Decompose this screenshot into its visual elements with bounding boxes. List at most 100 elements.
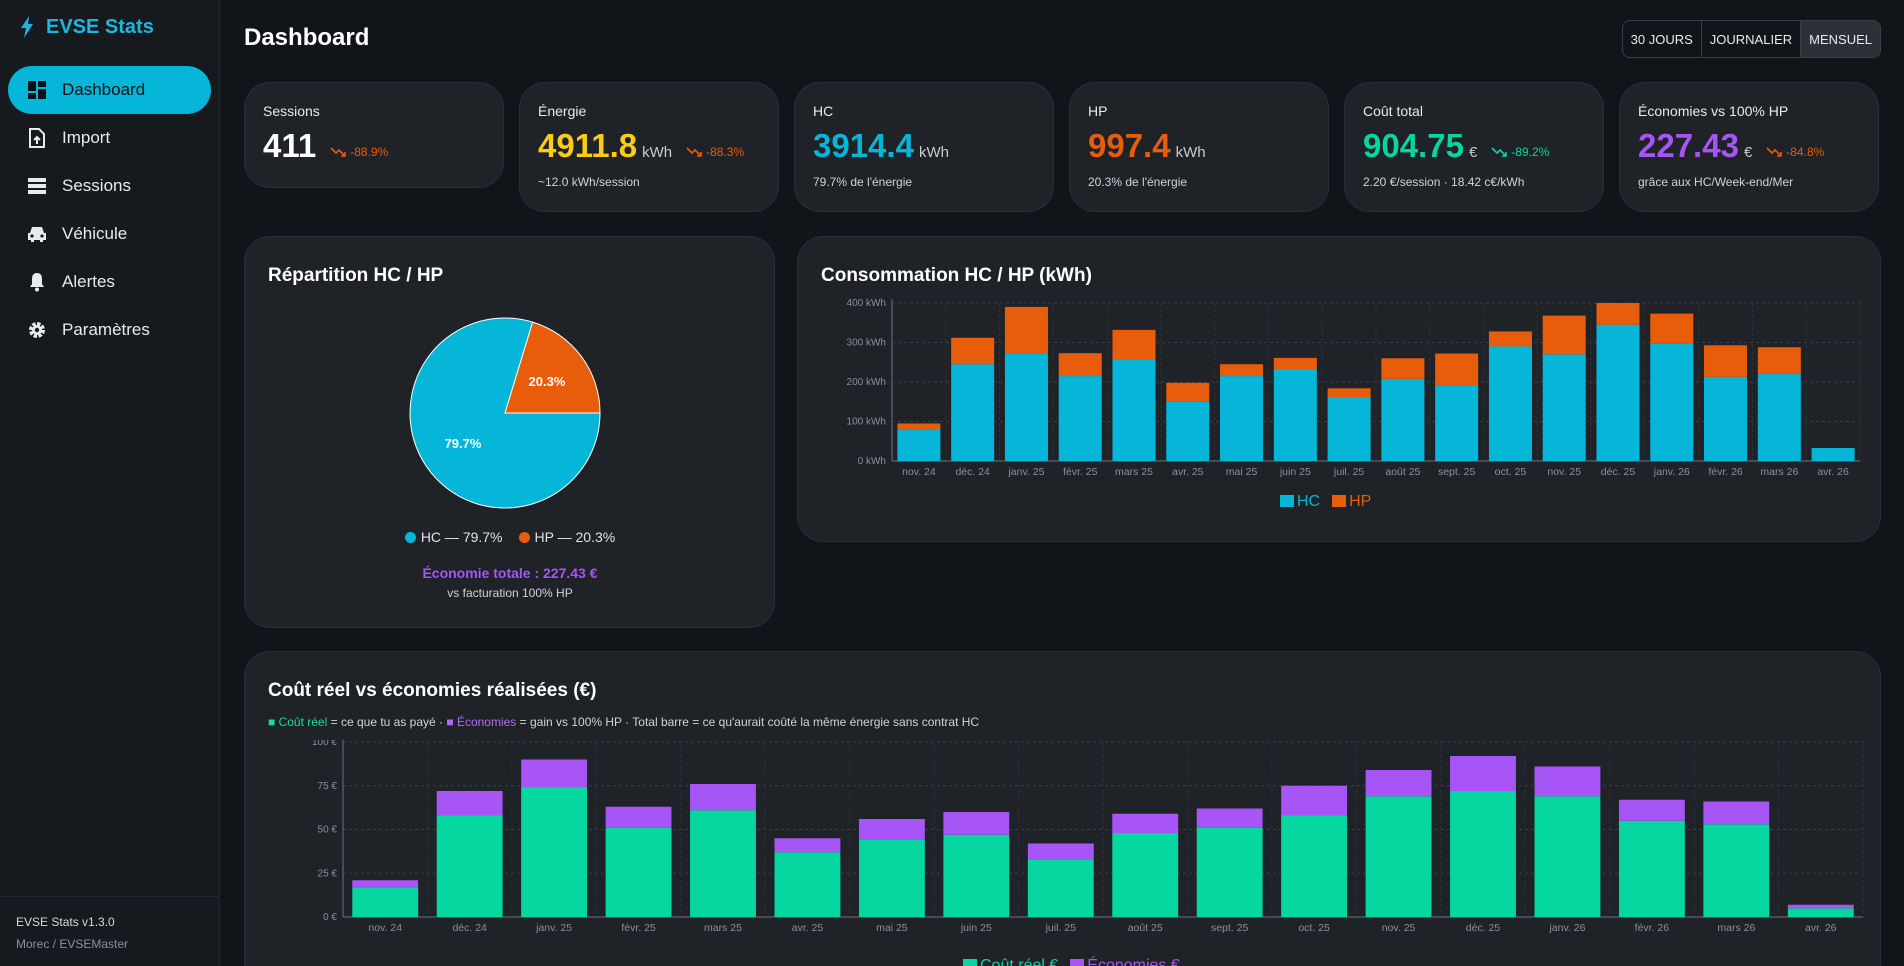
bar-hp[interactable] <box>1757 347 1801 375</box>
bar--conomies-[interactable] <box>690 784 756 811</box>
bar-hc[interactable] <box>1650 343 1694 461</box>
bar-hp[interactable] <box>1650 313 1694 344</box>
bar-co-t-r-el-[interactable] <box>1365 796 1432 917</box>
bar--conomies-[interactable] <box>521 759 588 788</box>
x-tick-label: juin 25 <box>960 922 992 934</box>
bar--conomies-[interactable] <box>436 791 503 816</box>
legend-cost[interactable]: Coût réel € <box>963 957 1058 966</box>
bell-icon <box>26 271 48 293</box>
bar-hc[interactable] <box>1004 353 1048 461</box>
bar-hc[interactable] <box>1757 374 1801 461</box>
bar-hc[interactable] <box>1811 447 1855 461</box>
bar-hp[interactable] <box>1488 331 1532 347</box>
sidebar-item-dashboard[interactable]: Dashboard <box>8 66 211 114</box>
range-daily-button[interactable]: JOURNALIER <box>1702 21 1802 57</box>
bar-co-t-r-el-[interactable] <box>1281 815 1348 918</box>
brand[interactable]: EVSE Stats <box>0 0 219 54</box>
note-savings-label: ■ Économies <box>446 715 517 729</box>
bar--conomies-[interactable] <box>1618 799 1685 821</box>
bar-hp[interactable] <box>1542 315 1586 355</box>
bar-hc[interactable] <box>1273 368 1317 461</box>
kpi-trend-value: -84.8% <box>1786 145 1825 159</box>
sidebar-item-parametres[interactable]: Paramètres <box>8 306 211 354</box>
bar-co-t-r-el-[interactable] <box>1787 908 1854 917</box>
bar-co-t-r-el-[interactable] <box>1027 859 1094 917</box>
bar-hc[interactable] <box>1435 385 1479 461</box>
bar-hc[interactable] <box>1596 324 1640 461</box>
kpi-trend-value: -89.2% <box>1511 145 1550 159</box>
x-tick-label: mars 25 <box>1115 466 1153 478</box>
y-tick-label: 0 kWh <box>858 456 886 467</box>
pie-slice-hp[interactable] <box>504 321 601 414</box>
x-tick-label: févr. 25 <box>1063 466 1098 478</box>
sidebar-item-alertes[interactable]: Alertes <box>8 258 211 306</box>
x-tick-label: nov. 24 <box>368 922 402 934</box>
bar-hp[interactable] <box>1435 353 1479 386</box>
kpi-cout-total: Coût total 904.75 € -89.2% 2.20 €/sessio… <box>1344 82 1604 212</box>
bar-co-t-r-el-[interactable] <box>436 815 503 918</box>
bar-hc[interactable] <box>897 429 941 461</box>
bar-co-t-r-el-[interactable] <box>1534 796 1601 917</box>
bar-co-t-r-el-[interactable] <box>605 827 672 917</box>
bar-hc[interactable] <box>1220 376 1264 461</box>
gear-icon <box>26 319 48 341</box>
sidebar-nav: Dashboard Import Sessions Véhicule Alert… <box>0 66 219 354</box>
bar-hp[interactable] <box>1004 306 1048 354</box>
bar--conomies-[interactable] <box>943 812 1010 835</box>
bar-co-t-r-el-[interactable] <box>858 840 925 917</box>
bar--conomies-[interactable] <box>858 819 925 840</box>
bar--conomies-[interactable] <box>774 838 841 853</box>
bar--conomies-[interactable] <box>1703 801 1770 825</box>
bar--conomies-[interactable] <box>1365 770 1432 797</box>
bar-co-t-r-el-[interactable] <box>943 834 1010 917</box>
bar-co-t-r-el-[interactable] <box>774 852 841 917</box>
legend-hp[interactable]: HP <box>1332 493 1371 511</box>
bar-co-t-r-el-[interactable] <box>1196 827 1263 917</box>
bar-hc[interactable] <box>1381 378 1425 461</box>
bar-hc[interactable] <box>1058 376 1102 461</box>
legend-savings[interactable]: Économies € <box>1070 957 1180 966</box>
bar-co-t-r-el-[interactable] <box>521 787 588 918</box>
bar-hc[interactable] <box>1704 376 1748 461</box>
bar-hp[interactable] <box>1273 357 1317 369</box>
range-30-days-button[interactable]: 30 JOURS <box>1623 21 1702 57</box>
bar-co-t-r-el-[interactable] <box>1112 833 1179 917</box>
bar-hp[interactable] <box>951 337 995 365</box>
bar-hp[interactable] <box>1381 358 1425 379</box>
bar--conomies-[interactable] <box>1281 785 1348 816</box>
bar-hc[interactable] <box>1488 346 1532 461</box>
bar-co-t-r-el-[interactable] <box>1703 824 1770 917</box>
bar--conomies-[interactable] <box>1534 766 1601 797</box>
bar-co-t-r-el-[interactable] <box>1450 791 1516 917</box>
bar-hp[interactable] <box>1596 303 1640 325</box>
bar-hc[interactable] <box>1542 354 1586 461</box>
range-monthly-button[interactable]: MENSUEL <box>1801 21 1880 57</box>
sidebar-item-vehicule[interactable]: Véhicule <box>8 210 211 258</box>
bar--conomies-[interactable] <box>605 806 672 828</box>
bar-hp[interactable] <box>1112 329 1156 360</box>
bar-hp[interactable] <box>1220 364 1264 377</box>
bar-hp[interactable] <box>1704 345 1748 377</box>
legend-hc[interactable]: HC <box>1280 493 1320 511</box>
pie-legend-hc[interactable]: HC — 79.7% <box>404 529 503 545</box>
bar--conomies-[interactable] <box>1450 756 1516 791</box>
bar-hp[interactable] <box>1166 382 1210 402</box>
bar-hp[interactable] <box>1058 353 1102 377</box>
bar-co-t-r-el-[interactable] <box>352 887 419 917</box>
sidebar-item-sessions[interactable]: Sessions <box>8 162 211 210</box>
bar--conomies-[interactable] <box>352 880 419 888</box>
sidebar-item-import[interactable]: Import <box>8 114 211 162</box>
bar-hc[interactable] <box>951 364 995 461</box>
bar-hc[interactable] <box>1112 359 1156 461</box>
bar--conomies-[interactable] <box>1787 904 1854 909</box>
bar-co-t-r-el-[interactable] <box>1618 820 1685 917</box>
bar--conomies-[interactable] <box>1027 843 1094 860</box>
bar-hc[interactable] <box>1166 401 1210 461</box>
bar--conomies-[interactable] <box>1196 808 1263 828</box>
bar-co-t-r-el-[interactable] <box>690 810 756 917</box>
bar-hc[interactable] <box>1327 397 1371 461</box>
bar--conomies-[interactable] <box>1112 813 1179 833</box>
bar-hp[interactable] <box>1327 388 1371 398</box>
bar-hp[interactable] <box>897 423 941 430</box>
pie-legend-hp[interactable]: HP — 20.3% <box>518 529 615 545</box>
